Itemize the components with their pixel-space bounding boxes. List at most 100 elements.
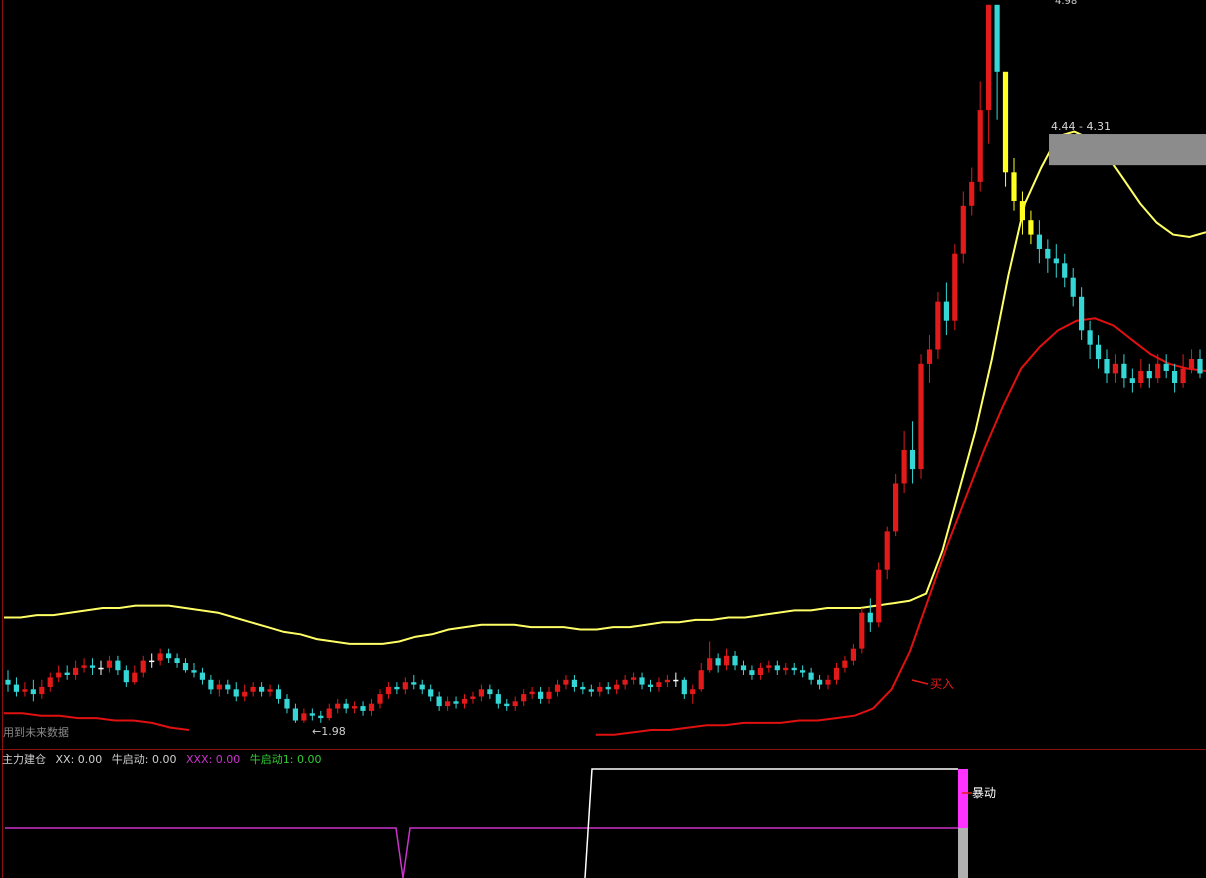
candle-body [149,660,155,663]
candle-body [732,655,738,666]
candle-body [89,665,96,668]
candle-body [1011,172,1017,201]
indicator-value-xx: XX: 0.00 [55,753,103,766]
candle-body [343,703,349,709]
resistance-zone-label: 4.44 - 4.31 [1051,120,1111,133]
candle-body [698,670,704,690]
signal-label: 暴动 [972,786,996,800]
candle-body [275,689,282,699]
candle-body [766,665,772,668]
candle-body [715,658,721,666]
candle-body [470,696,476,699]
candle-body [1079,296,1085,331]
candle-body [419,684,425,690]
candle-body [115,660,121,671]
candle-body [1062,263,1068,278]
candle-body [174,658,180,663]
candle-body [1155,363,1161,379]
indicator-value-niu: 牛启动: 0.00 [111,753,177,766]
candle-body [943,301,949,321]
candle-body [5,679,11,685]
candle-body [563,679,569,685]
candle-body [453,701,459,704]
candle-body [1045,248,1051,259]
candle-body [1180,368,1186,383]
resistance-zone [1049,134,1206,166]
candle-body [800,670,806,673]
candle-body [664,679,670,683]
candle-body [436,696,442,707]
candle-body [1036,234,1042,249]
candle-body [309,713,315,716]
candle-body [1138,371,1144,383]
candle-body [1104,359,1110,374]
candle-body [791,667,797,671]
candle-body [1172,371,1178,383]
candle-body [918,363,924,470]
candle-body [977,110,983,182]
candle-body [867,612,873,623]
candle-body [521,694,527,702]
candle-body [360,706,366,711]
candle-body [368,703,375,711]
indicator-value-xxx: XXX: 0.00 [185,753,241,766]
candle-body [986,4,992,111]
candle-body [1188,359,1195,369]
candle-body [292,708,298,721]
candle-body [546,691,552,699]
candle-body [385,686,391,695]
candle-body [901,450,907,484]
candle-body [1070,277,1076,297]
lower-band-line [4,712,190,731]
candle-body [808,672,814,680]
candle-body [833,667,840,680]
candle-body [757,667,763,675]
candle-body [216,684,222,690]
candle-body [157,653,163,661]
candle-body [428,689,434,697]
indicator-value-niu1: 牛启动1: 0.00 [249,753,322,766]
candle-body [73,667,79,675]
candle-body [1087,330,1093,345]
candle-body [64,672,70,675]
indicator-magenta-line [5,827,958,878]
candle-body [740,665,747,671]
candle-body [39,686,45,695]
candle-body [140,660,146,673]
candle-body [377,694,383,704]
candle-body [1197,359,1203,374]
candle-body [647,684,654,687]
candle-body [267,689,273,692]
candle-body [301,713,307,721]
candle-body [817,679,823,685]
candle-body [842,660,848,668]
candle-body [487,689,493,695]
candle-body [690,689,696,695]
indicator-title-row: 主力建仓 XX: 0.00 牛启动: 0.00 XXX: 0.00 牛启动1: … [2,751,328,767]
candle-body [952,253,958,321]
candle-body [588,689,594,692]
candle-body [825,679,831,685]
candle-body [529,691,535,695]
candle-body [1019,201,1025,221]
candle-body [1002,71,1009,173]
buy-signal-label: 买入 [930,677,954,691]
indicator-white-line [584,768,958,878]
candle-body [352,706,358,709]
candle-body [98,667,104,670]
candle-body [1163,363,1169,371]
candle-body [1053,258,1059,264]
candle-body [233,689,239,697]
candle-body [774,665,780,671]
candle-body [30,689,36,695]
candle-body [199,672,205,680]
candle-body [884,531,890,570]
candle-body [960,205,966,254]
candle-body [259,686,265,692]
candle-body [182,663,189,671]
candle-body [504,703,510,707]
candle-body [208,679,214,690]
candle-body [707,658,713,671]
